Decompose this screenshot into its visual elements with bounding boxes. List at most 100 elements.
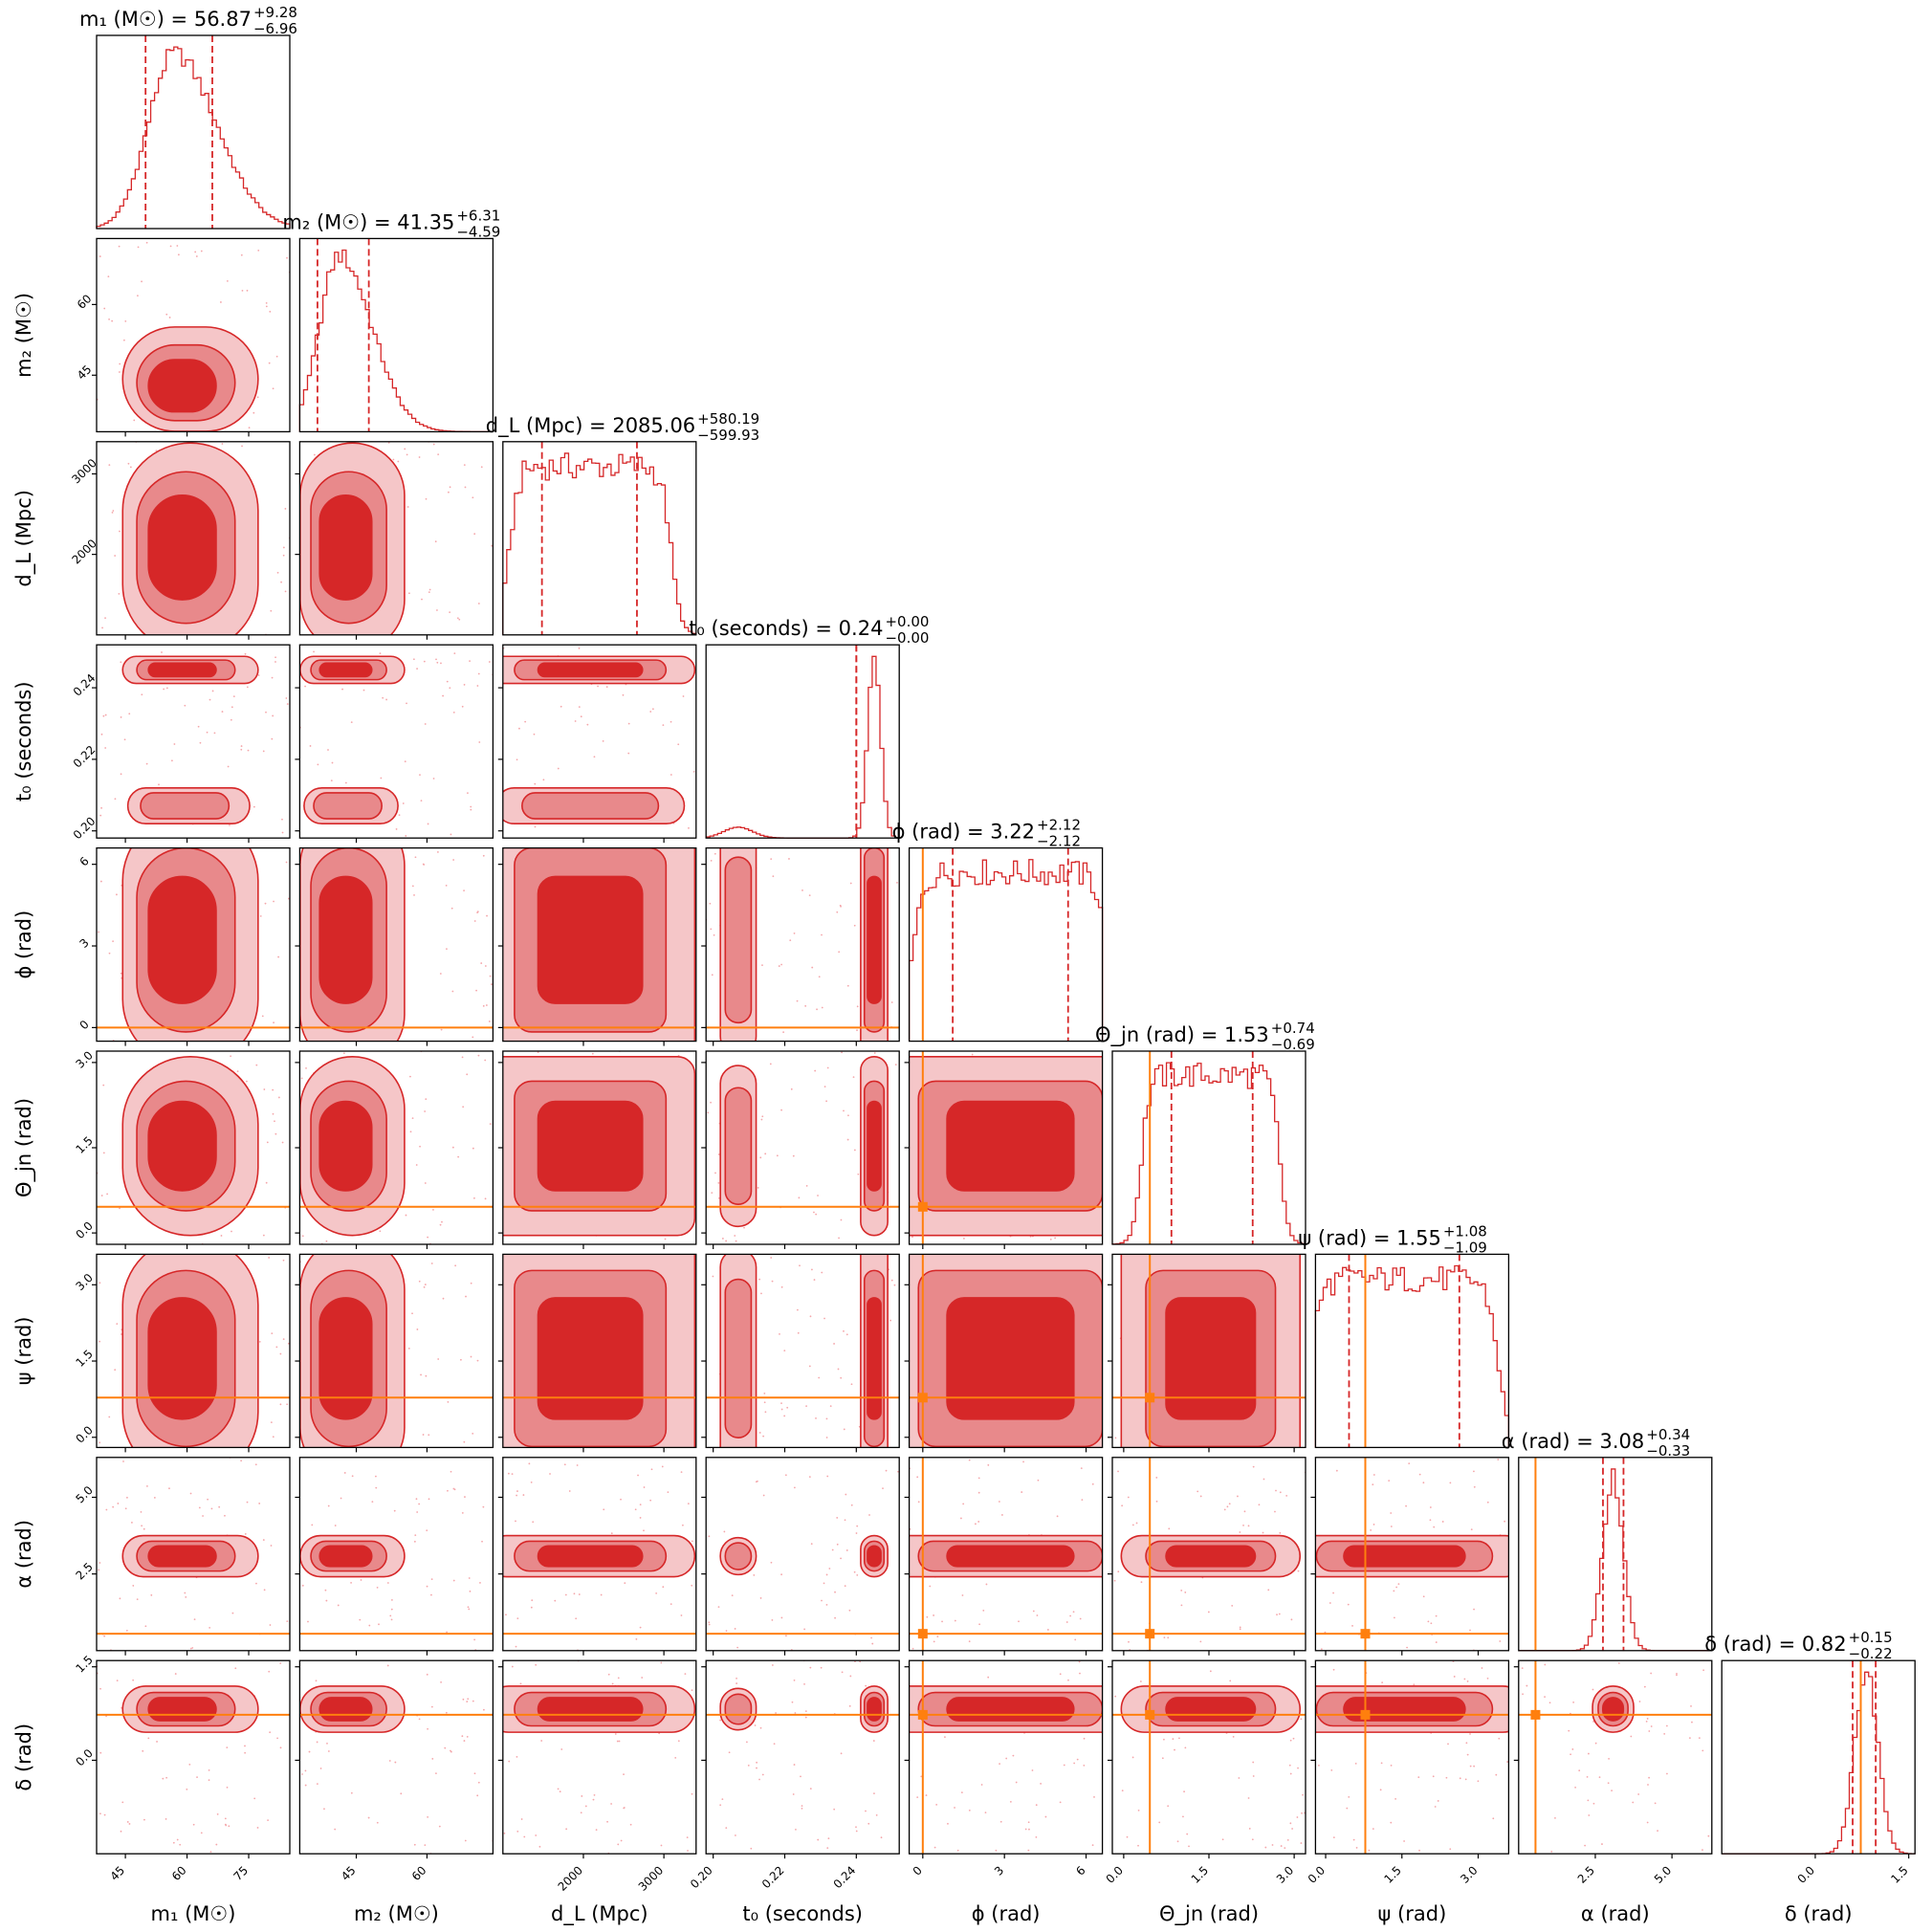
scatter-point: [759, 1597, 762, 1599]
scatter-point: [717, 1181, 720, 1184]
scatter-point: [274, 656, 276, 659]
hist-title-delta: δ (rad) = 0.82: [1704, 1633, 1846, 1656]
hist-panel-psi: ψ (rad) = 1.55 +1.08−1.09: [1298, 1222, 1510, 1449]
x-tick-label-delta: 0.0: [1795, 1863, 1817, 1885]
scatter-point: [1646, 1718, 1649, 1720]
scatter-point: [324, 1589, 327, 1592]
scatter-point: [885, 1469, 888, 1472]
scatter-point: [1665, 1724, 1668, 1727]
scatter-point: [273, 1021, 274, 1024]
scatter-point: [1473, 1608, 1475, 1611]
scatter-point: [282, 1259, 285, 1262]
scatter-point: [265, 305, 268, 308]
scatter-point: [284, 508, 287, 510]
scatter-point: [1347, 1603, 1350, 1606]
scatter-point: [104, 714, 107, 716]
scatter-point: [1049, 1239, 1052, 1240]
scatter-point: [1441, 1521, 1444, 1523]
scatter-point: [734, 1235, 736, 1237]
contour-main-level-2: [1165, 1697, 1257, 1722]
scatter-point: [192, 1823, 195, 1826]
scatter-point: [277, 1096, 280, 1099]
scatter-point: [1449, 1848, 1452, 1851]
scatter-point: [760, 1118, 763, 1121]
scatter-point: [1464, 1778, 1467, 1781]
scatter-point: [801, 1805, 803, 1807]
x-axis-label-t0: t₀ (seconds): [742, 1902, 863, 1925]
scatter-point: [1044, 1815, 1047, 1818]
scatter-point: [1040, 1783, 1043, 1785]
scatter-point: [595, 1829, 598, 1832]
scatter-point: [813, 1211, 815, 1214]
scatter-point: [1167, 1636, 1170, 1639]
scatter-point: [378, 1623, 380, 1626]
scatter-point: [466, 1701, 469, 1702]
scatter-point: [133, 419, 136, 422]
scatter-point: [1417, 1776, 1420, 1779]
scatter-point: [1645, 1720, 1648, 1723]
scatter-point: [463, 464, 466, 467]
scatter-point: [805, 1405, 807, 1408]
scatter-point: [480, 962, 483, 964]
scatter-point: [516, 1490, 518, 1492]
scatter-point: [844, 1519, 846, 1522]
scatter-point: [1586, 1775, 1589, 1778]
scatter-point: [660, 1661, 663, 1664]
scatter-point: [472, 1432, 474, 1435]
scatter-point: [261, 1015, 264, 1018]
scatter-point: [489, 1123, 492, 1126]
scatter-point: [575, 1617, 578, 1620]
scatter-point: [1037, 1479, 1040, 1482]
scatter-point: [821, 1599, 823, 1602]
contour-main-level-2: [318, 494, 373, 601]
scatter-point: [763, 1392, 766, 1394]
scatter-point: [804, 1716, 807, 1719]
scatter-point: [1317, 1764, 1320, 1767]
scatter-point: [286, 703, 289, 705]
scatter-point: [1676, 1674, 1678, 1677]
truth-marker: [1145, 1709, 1155, 1720]
scatter-point: [855, 1826, 857, 1829]
scatter-point: [660, 1844, 663, 1847]
scatter-point: [687, 1850, 689, 1852]
scatter-point: [1078, 1660, 1081, 1663]
scatter-point: [350, 1791, 353, 1794]
scatter-point: [756, 1767, 757, 1769]
scatter-point: [783, 1350, 786, 1352]
scatter-point: [176, 1838, 179, 1841]
scatter-point: [1459, 1777, 1461, 1780]
scatter-point: [263, 1088, 266, 1090]
y-tick-label-dL: 2000: [69, 537, 99, 566]
scatter-point: [1252, 1775, 1255, 1777]
scatter-point: [984, 1811, 987, 1814]
scatter-point: [623, 1807, 626, 1809]
scatter-point: [337, 1604, 340, 1607]
scatter-point: [480, 466, 483, 469]
contour-main-level-2: [537, 875, 644, 1004]
contour-main-level-2: [147, 1297, 217, 1420]
scatter-point: [1379, 1789, 1382, 1791]
scatter-point: [246, 686, 249, 689]
scatter-point: [123, 738, 126, 741]
contour-panel-psi-delta: [1310, 1659, 1510, 1859]
scatter-point: [173, 743, 176, 745]
scatter-point: [108, 1416, 111, 1418]
scatter-point: [788, 858, 790, 860]
scatter-point: [307, 1620, 309, 1623]
scatter-point: [714, 1172, 716, 1175]
scatter-point: [1348, 1796, 1350, 1798]
contour-main-level-2: [867, 1545, 882, 1568]
scatter-point: [232, 695, 235, 698]
scatter-point: [762, 1494, 765, 1497]
scatter-point: [1155, 1477, 1158, 1479]
contour-panel-theta-psi: [1108, 1253, 1306, 1453]
hist-title-m2: m₂ (M☉) = 41.35: [282, 210, 454, 233]
scatter-point: [677, 1740, 680, 1743]
scatter-point: [1073, 1762, 1076, 1765]
x-tick-label-alpha: 2.5: [1575, 1863, 1597, 1885]
scatter-point: [265, 711, 267, 714]
scatter-point: [735, 1682, 738, 1684]
scatter-point: [286, 1403, 289, 1406]
scatter-point: [1504, 1520, 1506, 1523]
scatter-point: [868, 1514, 870, 1516]
